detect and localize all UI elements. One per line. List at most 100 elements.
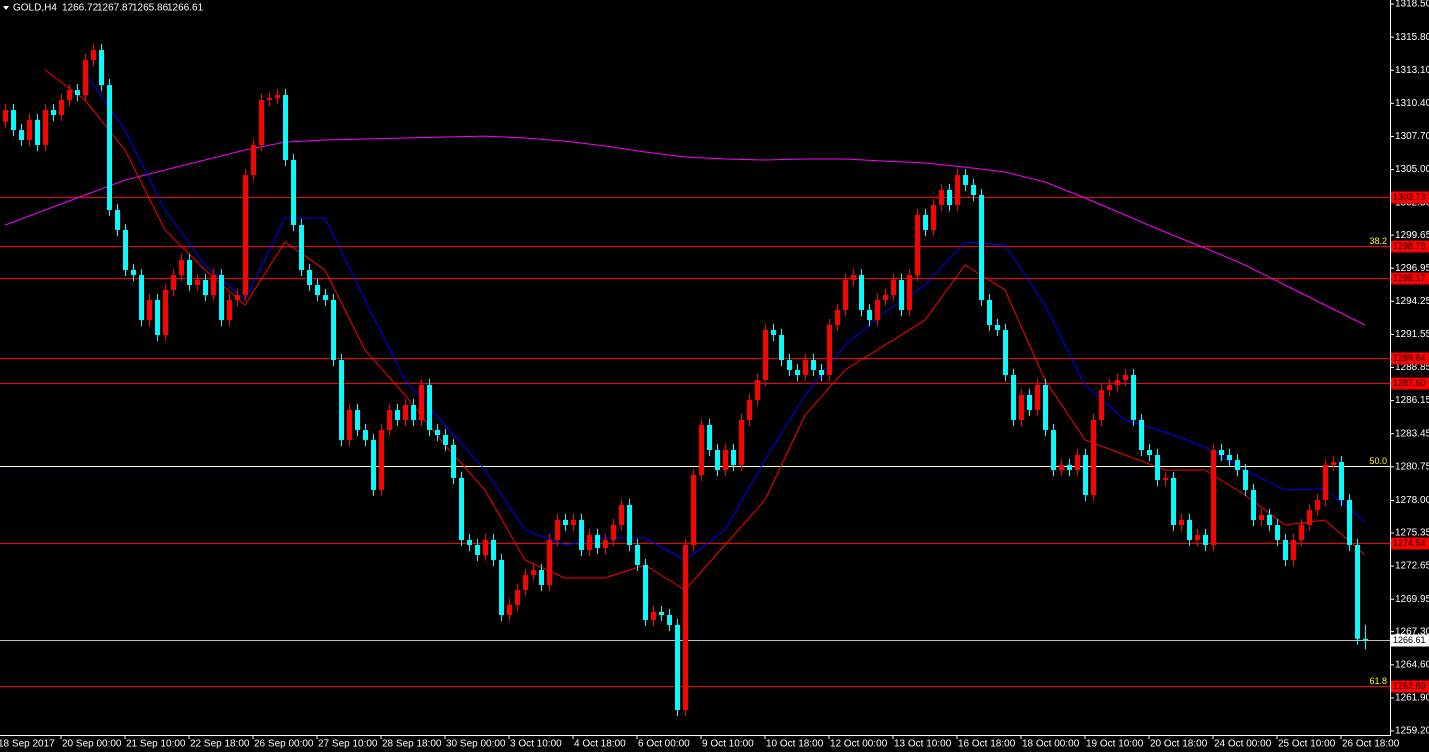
x-tick-label: 3 Oct 10:00 <box>510 739 562 750</box>
candle-body <box>635 544 640 565</box>
x-tick-label: 24 Oct 00:00 <box>1214 739 1272 750</box>
price-label-box <box>1391 352 1429 365</box>
y-tick-label: 1307.70 <box>1395 131 1429 142</box>
candle-body <box>203 279 208 296</box>
candle-body <box>443 435 448 445</box>
x-tick-label: 25 Oct 10:00 <box>1278 739 1336 750</box>
candle-body <box>1291 539 1296 560</box>
candle-body <box>43 110 48 146</box>
candle-body <box>1043 385 1048 431</box>
candle-body <box>211 275 216 296</box>
candle-body <box>283 95 288 160</box>
candle-body <box>1091 419 1096 495</box>
candle-body <box>1299 525 1304 540</box>
menu-arrow[interactable] <box>3 6 9 10</box>
x-tick-label: 26 Sep 00:00 <box>254 739 314 750</box>
candle-body <box>395 410 400 420</box>
candle-body <box>123 229 128 271</box>
candle-body <box>603 539 608 548</box>
candle-body <box>883 295 888 300</box>
candle-body <box>419 385 424 420</box>
candle-body <box>851 275 856 280</box>
candle-body <box>11 110 16 131</box>
x-tick-label: 10 Oct 18:00 <box>766 739 824 750</box>
y-tick-label: 1305.00 <box>1395 164 1429 175</box>
candle-body <box>579 519 584 551</box>
x-tick-label: 20 Sep 00:00 <box>62 739 122 750</box>
candle-body <box>507 604 512 615</box>
x-tick-label: 22 Sep 18:00 <box>190 739 250 750</box>
candle-body <box>707 424 712 450</box>
x-tick-label: 18 Sep 2017 <box>0 739 55 750</box>
candle-body <box>1067 464 1072 470</box>
candle-body <box>1187 519 1192 540</box>
y-tick-label: 1275.35 <box>1395 528 1429 539</box>
candle-body <box>1203 534 1208 545</box>
moving-average <box>44 69 1366 591</box>
candle-body <box>179 259 184 276</box>
candle-body <box>75 90 80 96</box>
candle-body <box>763 329 768 381</box>
candle-body <box>563 519 568 526</box>
candle-body <box>91 50 96 61</box>
candle-body <box>1259 514 1264 520</box>
candle-body <box>539 570 544 585</box>
x-tick-label: 12 Oct 00:00 <box>830 739 888 750</box>
candle-body <box>35 120 40 146</box>
x-tick-label: 28 Sep 18:00 <box>382 739 442 750</box>
y-tick-label: 1259.20 <box>1395 726 1429 737</box>
candle-body <box>339 360 344 440</box>
candle-body <box>195 279 200 286</box>
candle-body <box>1355 544 1360 639</box>
candle-body <box>939 190 944 206</box>
candle-body <box>963 175 968 185</box>
y-tick-label: 1269.95 <box>1395 594 1429 605</box>
y-tick-label: 1318.50 <box>1395 0 1429 10</box>
candle-body <box>475 544 480 555</box>
candle-body <box>1195 534 1200 540</box>
candle-body <box>931 205 936 230</box>
candle-body <box>307 270 312 286</box>
x-tick-label: 13 Oct 10:00 <box>894 739 952 750</box>
candle-body <box>691 475 696 545</box>
candle-body <box>1331 462 1336 465</box>
candle-body <box>555 519 560 540</box>
candle-body <box>715 449 720 470</box>
candle-body <box>459 477 464 540</box>
candle-body <box>643 564 648 621</box>
candle-body <box>979 195 984 300</box>
y-tick-label: 1272.65 <box>1395 561 1429 572</box>
candle-body <box>1155 455 1160 481</box>
candle-body <box>499 559 504 615</box>
candle-body <box>1315 500 1320 510</box>
header: GOLD,H4 1266.72 1267.87 1265.86 1266.61 <box>3 3 204 14</box>
x-tick-label: 27 Sep 10:00 <box>318 739 378 750</box>
candle-body <box>1035 385 1040 411</box>
candle-body <box>187 259 192 286</box>
candle-body <box>523 575 528 590</box>
price-label: 1298.73 <box>1393 241 1426 251</box>
candle-body <box>291 159 296 226</box>
candle-body <box>795 369 800 375</box>
candle-body <box>243 175 248 296</box>
candle-body <box>891 279 896 296</box>
candle-body <box>595 534 600 548</box>
candle-body <box>651 611 656 621</box>
y-tick-label: 1313.10 <box>1395 65 1429 76</box>
candle-body <box>227 299 232 321</box>
candle-body <box>699 424 704 476</box>
candle-body <box>683 544 688 710</box>
candle-body <box>1019 394 1024 420</box>
y-tick-label: 1291.55 <box>1395 329 1429 340</box>
candle-body <box>1347 500 1352 545</box>
y-tick-label: 1267.30 <box>1395 626 1429 637</box>
candle-body <box>1139 419 1144 450</box>
y-tick-label: 1294.25 <box>1395 296 1429 307</box>
candle-body <box>1075 455 1080 470</box>
candle-body <box>1251 489 1256 520</box>
y-tick-label: 1283.45 <box>1395 428 1429 439</box>
candle-body <box>1163 477 1168 481</box>
candle-body <box>435 430 440 436</box>
